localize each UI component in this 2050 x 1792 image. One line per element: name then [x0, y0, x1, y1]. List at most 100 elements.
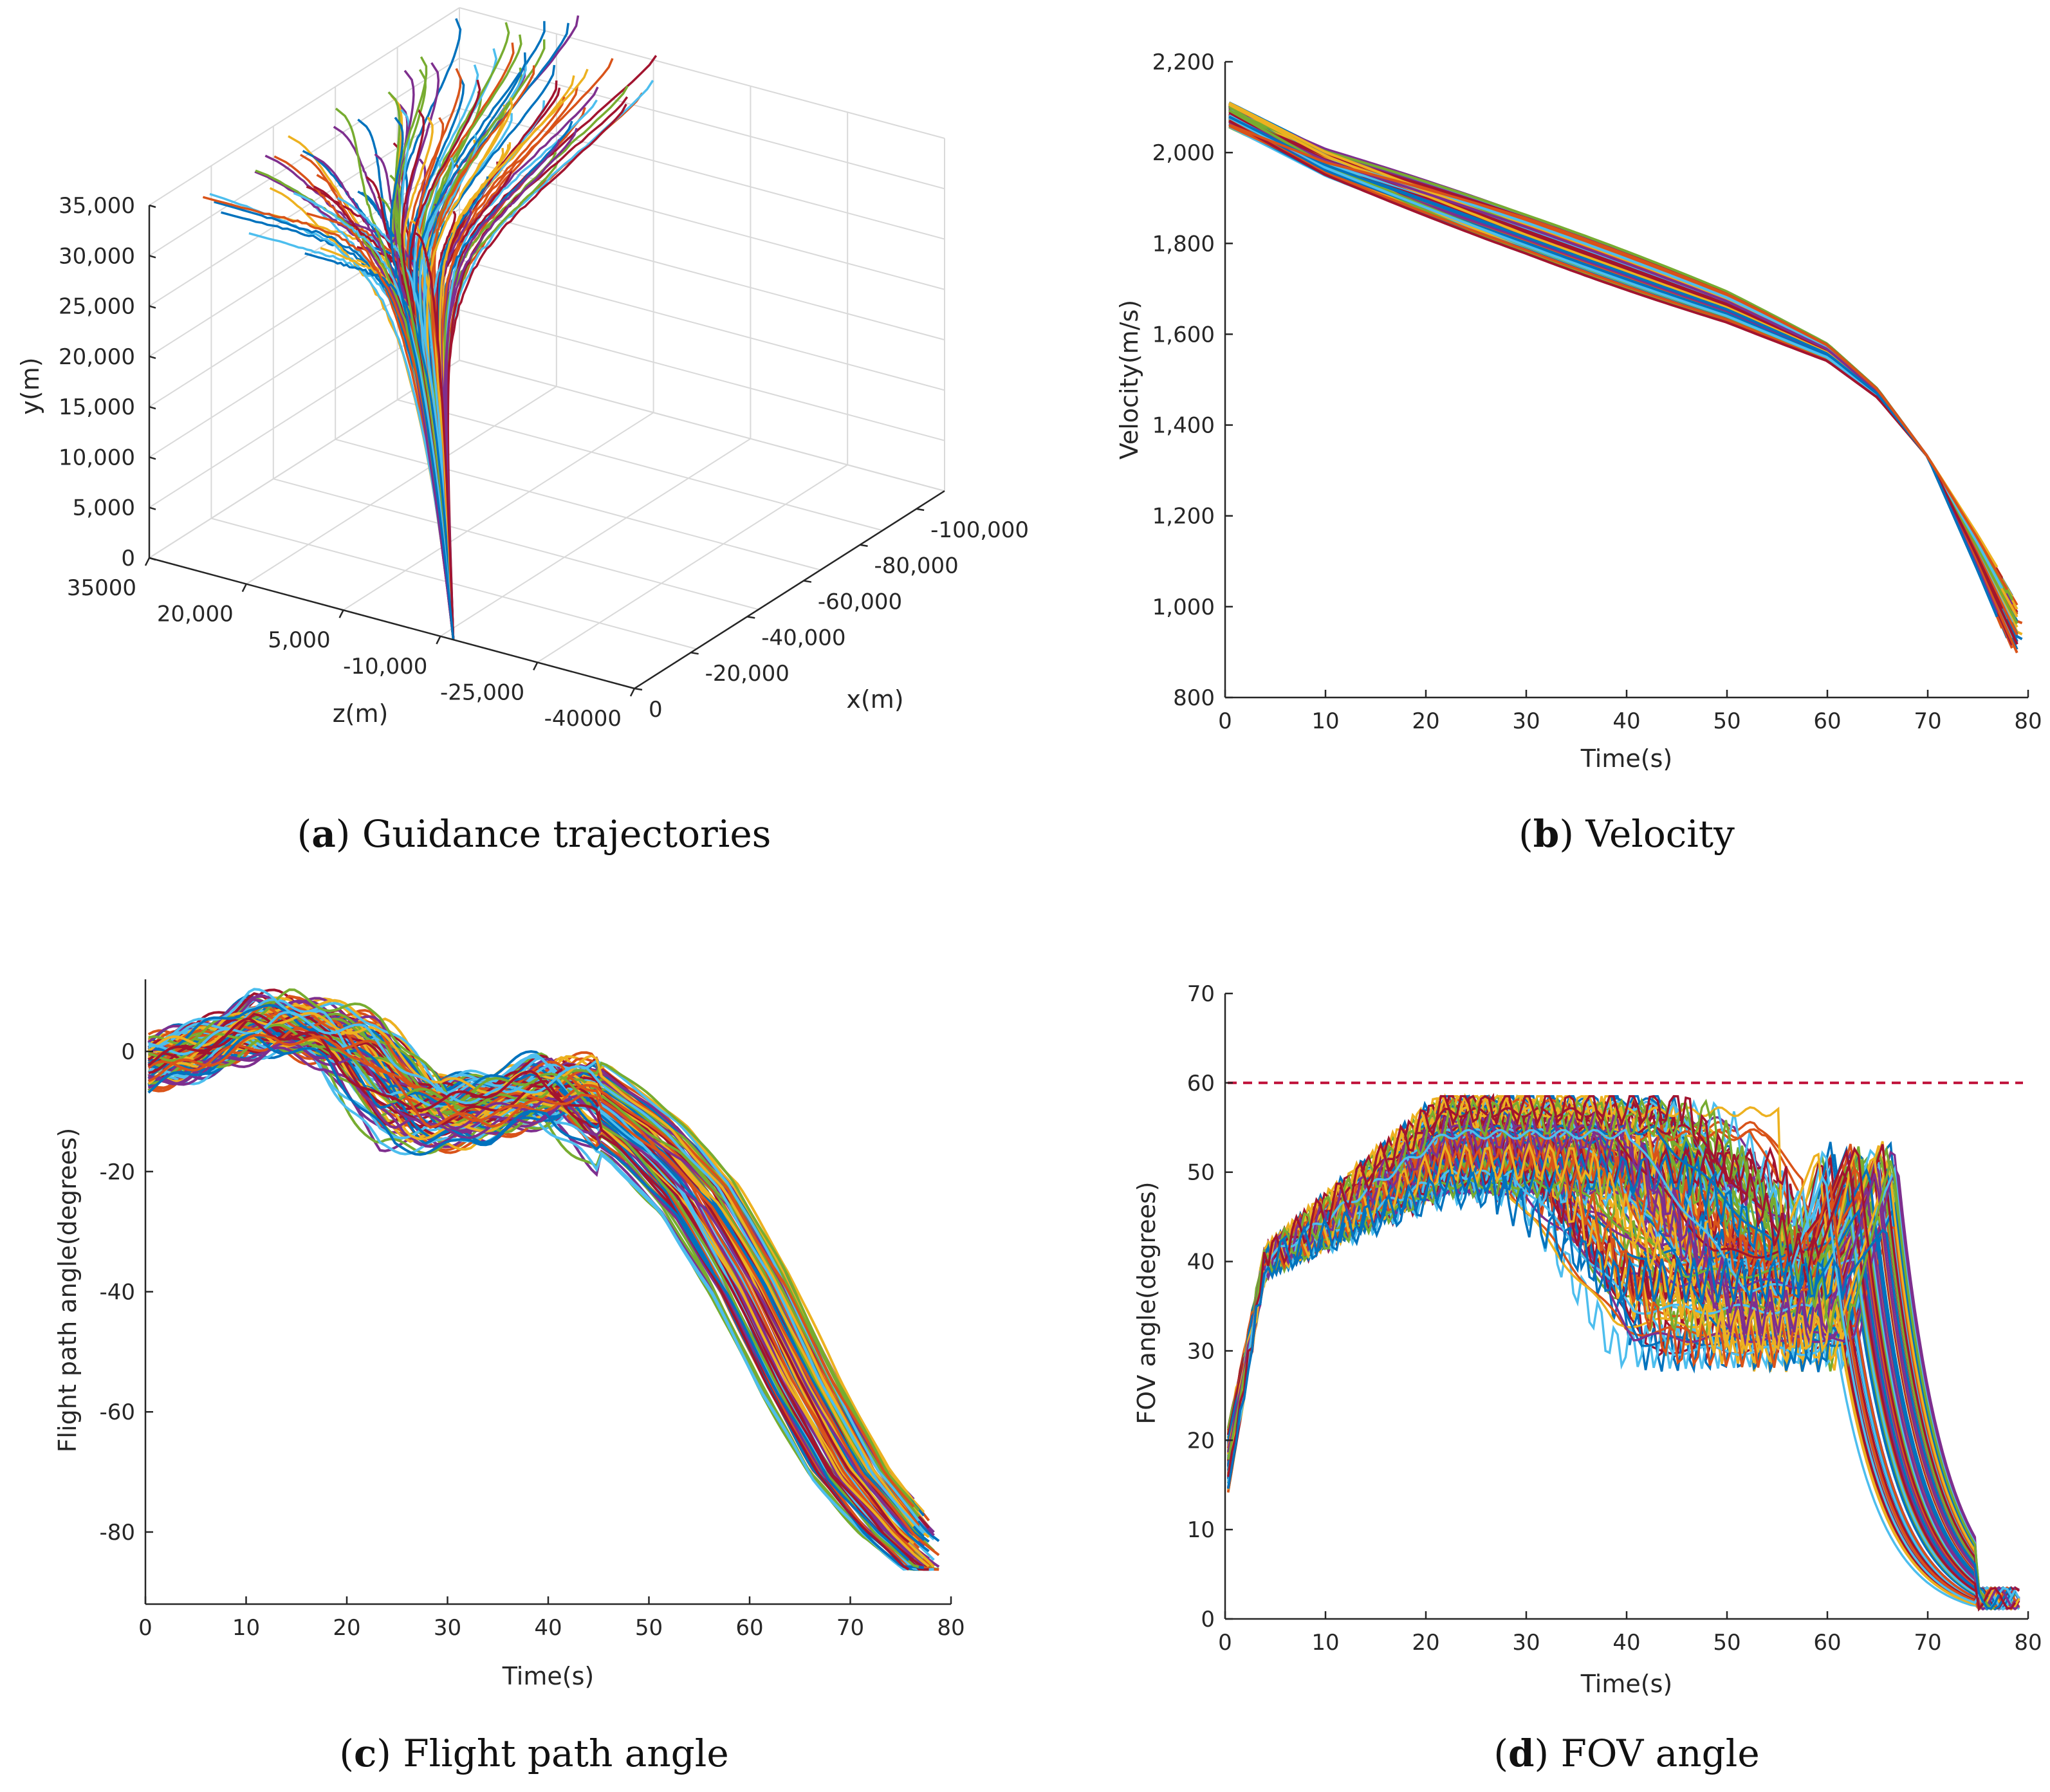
panel-a-z-ticks: 35000 20,000 5,000 -10,000 -25,000 -40000	[67, 557, 636, 732]
x-tick-label: -60,000	[818, 589, 902, 615]
z-tick-mark	[144, 557, 151, 566]
panel-b-x-label: Time(s)	[1580, 744, 1672, 773]
x-tick-label: 40	[534, 1615, 562, 1641]
x-tick-mark	[803, 580, 812, 583]
x-tick-label: 50	[1713, 708, 1741, 734]
trajectory-series-line	[445, 139, 561, 640]
wall-grid-line	[459, 309, 945, 441]
trajectory-series-line	[209, 192, 455, 640]
wall-grid-line	[459, 208, 945, 341]
velocity-series-line	[1228, 115, 2018, 651]
wall-grid-line	[459, 107, 945, 240]
velocity-series-line	[1228, 120, 1999, 614]
floor-grid-line	[537, 464, 848, 663]
trajectory-series-line	[273, 155, 455, 640]
floor-grid-line	[439, 438, 751, 637]
panel-b-caption: (b) Velocity	[1519, 812, 1735, 856]
flight-path-series-line	[147, 1033, 910, 1562]
y-tick-label: 40	[1187, 1250, 1215, 1275]
floor-grid-line	[397, 399, 883, 531]
velocity-series-line	[1228, 111, 2013, 645]
velocity-series-line	[1228, 116, 2018, 645]
z-tick-mark	[533, 661, 539, 670]
y-tick-mark	[149, 405, 156, 410]
x-tick-label: 40	[1612, 708, 1640, 734]
trajectory-series-line	[304, 252, 455, 640]
y-tick-label: -40	[99, 1280, 135, 1306]
flight-path-series-line	[147, 1033, 940, 1556]
fov-series-line	[1226, 1097, 1996, 1611]
x-tick-mark	[747, 616, 755, 619]
velocity-series-line	[1228, 114, 2013, 637]
panel-d-y-ticks: 0 10 20 30 40 50 60 70	[1187, 981, 1233, 1632]
y-tick-label: 800	[1173, 685, 1215, 711]
velocity-series-line	[1228, 125, 2013, 629]
panel-b-y-label: Velocity(m/s)	[1115, 300, 1143, 459]
x-tick-label: -100,000	[930, 517, 1029, 543]
y-tick-mark	[149, 255, 156, 259]
z-tick-label: 20,000	[157, 602, 234, 627]
flight-path-series-line	[148, 988, 934, 1571]
velocity-series-line	[1228, 116, 2008, 590]
floor-grid-line	[335, 438, 821, 571]
velocity-series-line	[1228, 117, 2018, 613]
floor-grid-line	[273, 478, 759, 611]
x-tick-label: 60	[735, 1615, 763, 1641]
velocity-series-line	[1228, 106, 2023, 636]
panel-a-y-ticks: 35,000 30,000 25,000 20,000 15,000 10,000 5,00…	[59, 193, 156, 571]
floor-grid-line	[211, 517, 697, 650]
velocity-series-line	[1228, 123, 2013, 649]
x-tick-mark	[916, 508, 925, 512]
velocity-series-line	[1228, 122, 2023, 640]
panel-d-series	[1226, 1093, 2020, 1612]
y-tick-label: 0	[121, 1039, 135, 1065]
y-tick-label: 0	[1201, 1607, 1215, 1632]
panel-d-caption: (d) FOV angle	[1493, 1732, 1759, 1775]
x-tick-label: 0	[1218, 1630, 1232, 1656]
velocity-series-line	[1228, 119, 1999, 614]
velocity-series-line	[1228, 113, 2013, 613]
trajectory-series-line	[414, 232, 455, 640]
y-tick-mark	[149, 557, 156, 561]
y-tick-mark	[149, 506, 156, 510]
panel-b-y-ticks: 800 1,000 1,200 1,400 1,600 1,800 2,000 2,200	[1152, 50, 1233, 711]
velocity-series-line	[1228, 117, 2008, 613]
y-tick-label: 20	[1187, 1428, 1215, 1454]
flight-path-series-line	[148, 1011, 925, 1535]
wall-grid-line	[149, 7, 460, 206]
velocity-series-line	[1228, 110, 2013, 644]
velocity-series-line	[1228, 118, 2013, 596]
velocity-series-line	[1228, 123, 1999, 613]
x-tick-label: 0	[649, 697, 663, 723]
velocity-series-line	[1228, 125, 2004, 589]
panel-a-caption: (a) Guidance trajectories	[297, 812, 771, 856]
z-tick-mark	[436, 636, 441, 645]
fov-series-line	[1226, 1152, 2012, 1611]
y-tick-label: 2,000	[1152, 140, 1215, 166]
x-tick-label: 10	[232, 1615, 260, 1641]
velocity-series-line	[1228, 120, 1999, 612]
velocity-series-line	[1228, 104, 2018, 645]
trajectory-series-line	[445, 103, 627, 640]
velocity-series-line	[1228, 120, 1999, 611]
velocity-series-line	[1228, 109, 2004, 623]
x-tick-label: 70	[836, 1615, 864, 1641]
y-tick-mark	[149, 305, 156, 309]
velocity-series-line	[1228, 118, 2013, 602]
x-tick-label: -80,000	[874, 553, 959, 579]
velocity-series-line	[1228, 118, 2008, 613]
floor-grid-line	[343, 412, 654, 611]
wall-grid-line	[459, 158, 945, 290]
y-tick-label: 50	[1187, 1160, 1215, 1186]
panel-d-fov-angle: 0 10 20 30 40 50 60 70 80 0 10 20 30 40 50 60 70 Time(s…	[1132, 981, 2042, 1775]
z-tick-label: -25,000	[440, 679, 524, 705]
flight-path-series-line	[148, 1023, 919, 1568]
velocity-series-line	[1228, 120, 2004, 609]
velocity-series-line	[1228, 125, 2009, 620]
wall-grid-line	[459, 7, 945, 139]
z-tick-label: 35000	[67, 575, 136, 601]
velocity-series-line	[1228, 115, 2004, 594]
velocity-series-line	[1228, 116, 2013, 616]
z-axis-line	[149, 557, 635, 690]
y-tick-mark	[149, 456, 156, 460]
